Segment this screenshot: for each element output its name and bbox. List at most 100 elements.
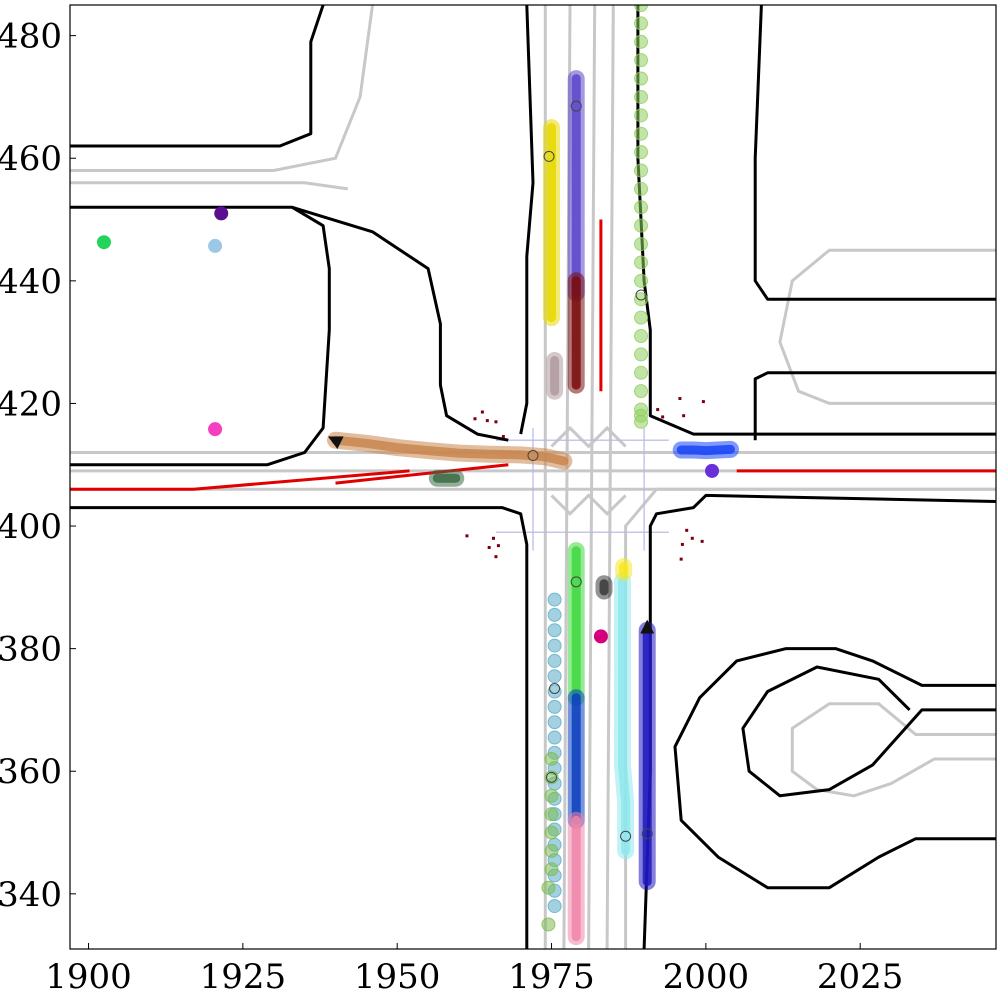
trajectory-0-core — [331, 435, 569, 466]
trajectory-5-point-5 — [634, 89, 649, 104]
lane-centerline-11 — [550, 425, 627, 449]
trajectory-10-point-4 — [547, 653, 562, 668]
y-tick-label-1: 360 — [0, 752, 62, 792]
stop-line-1 — [193, 469, 410, 491]
trajectory-11-point-7 — [541, 880, 556, 895]
debris-marker-14 — [494, 555, 498, 559]
x-axis-ticks: 1900 1925 1950 1975 2000 2025 — [45, 943, 903, 997]
trajectory-10-point-0 — [547, 592, 562, 607]
debris-marker-0 — [480, 410, 484, 414]
trajectory-5-point-6 — [634, 108, 649, 123]
x-tick-label-4: 2000 — [663, 957, 750, 997]
trajectory-10-point-8 — [547, 715, 562, 730]
trajectory-13-marker — [641, 828, 653, 840]
y-tick-label-4: 420 — [0, 384, 62, 424]
road-boundary-7 — [753, 371, 996, 441]
trajectory-11-point-5 — [544, 843, 559, 858]
trajectory-5-point-21 — [634, 384, 649, 399]
debris-marker-5 — [678, 397, 682, 401]
trajectory-10-marker — [549, 682, 561, 694]
plot-frame — [69, 4, 997, 950]
trajectory-10-point-20 — [547, 899, 562, 914]
road-boundary-4 — [519, 5, 535, 435]
trajectory-11-point-3 — [544, 807, 559, 822]
trajectory-10-point-6 — [547, 684, 562, 699]
trajectory-11 — [541, 751, 559, 932]
trajectory-11-marker — [546, 771, 558, 783]
trajectory-11-point-2 — [544, 788, 559, 803]
trajectory-0 — [327, 431, 573, 470]
trajectory-11-point-4 — [544, 825, 559, 840]
y-tick-label-6: 460 — [0, 139, 62, 179]
trajectory-5-point-13 — [634, 237, 649, 252]
trajectory-2-marker — [570, 100, 582, 112]
y-axis-ticks: 340 360 380 400 420 440 460 480 — [0, 17, 76, 915]
debris-marker-19 — [679, 557, 683, 561]
trajectory-5-point-16 — [634, 292, 649, 307]
road-boundary-0 — [70, 5, 325, 148]
debris-marker-15 — [685, 528, 689, 532]
trajectory-6-core — [676, 444, 735, 456]
trajectory-12-core — [618, 576, 631, 856]
debris-marker-4 — [501, 435, 505, 439]
y-tick-label-3: 400 — [0, 507, 62, 547]
trajectory-5-point-12 — [634, 218, 649, 233]
x-tick-label-0: 1900 — [45, 957, 132, 997]
y-tick-label-2: 380 — [0, 630, 62, 670]
debris-marker-2 — [473, 417, 477, 421]
trajectory-12 — [614, 572, 635, 860]
trajectory-10-point-9 — [547, 730, 562, 745]
trajectory-5-point-11 — [634, 200, 649, 215]
lane-centerline-13 — [790, 702, 996, 798]
trajectory-5-point-0 — [634, 5, 649, 12]
agent-point-0 — [96, 235, 111, 250]
trajectory-5-point-1 — [634, 16, 649, 31]
debris-marker-9 — [682, 414, 686, 418]
trajectory-13 — [638, 619, 656, 891]
stop-lines — [70, 219, 996, 491]
trajectory-10-point-3 — [547, 638, 562, 653]
trajectory-0-marker — [527, 450, 539, 462]
trajectory-5-point-24 — [634, 414, 649, 429]
road-boundary-8 — [753, 5, 996, 301]
y-tick-label-7: 480 — [0, 17, 62, 57]
trajectory-5-point-8 — [634, 145, 649, 160]
x-tick-label-1: 1925 — [200, 957, 287, 997]
trajectory-5-point-15 — [634, 273, 649, 288]
road-boundary-10 — [673, 647, 996, 890]
debris-marker-13 — [487, 545, 491, 549]
road-boundary-9 — [741, 665, 996, 798]
lane-centerline-12 — [778, 248, 996, 405]
lane-centerline-8 — [605, 5, 615, 949]
trajectory-5 — [634, 5, 649, 429]
x-tick-label-3: 1975 — [508, 957, 595, 997]
trajectory-5-point-14 — [634, 255, 649, 270]
trajectory-12-marker — [620, 830, 632, 842]
debris-marker-16 — [690, 536, 694, 540]
lane-centerline-7 — [587, 5, 597, 949]
trajectory-11-point-0 — [544, 751, 559, 766]
x-tick-label-5: 2025 — [817, 957, 904, 997]
road-boundary-3 — [291, 205, 509, 442]
trajectory-7-marker — [570, 576, 582, 588]
debris-marker-18 — [680, 542, 684, 546]
trajectory-5-point-9 — [634, 163, 649, 178]
debris-marker-7 — [656, 408, 660, 412]
lane-centerline-0 — [70, 5, 374, 172]
road-boundary-5 — [642, 493, 996, 949]
lane-centerline-1 — [70, 181, 349, 191]
trajectory-1 — [543, 119, 560, 327]
trajectory-5-point-17 — [634, 310, 649, 325]
trajectory-6 — [672, 440, 739, 460]
trajectory-10-point-5 — [547, 669, 562, 684]
road-boundary-2 — [70, 506, 529, 949]
debris-marker-11 — [491, 536, 495, 540]
road-boundary-1 — [70, 205, 331, 467]
trajectory-5-point-4 — [634, 71, 649, 86]
debris-marker-10 — [465, 534, 469, 538]
agent-point-1 — [214, 206, 229, 221]
trajectory-5-point-10 — [634, 181, 649, 196]
trajectory-11-point-8 — [541, 917, 556, 932]
trajectory-5-point-2 — [634, 34, 649, 49]
agent-trajectories — [327, 5, 739, 946]
